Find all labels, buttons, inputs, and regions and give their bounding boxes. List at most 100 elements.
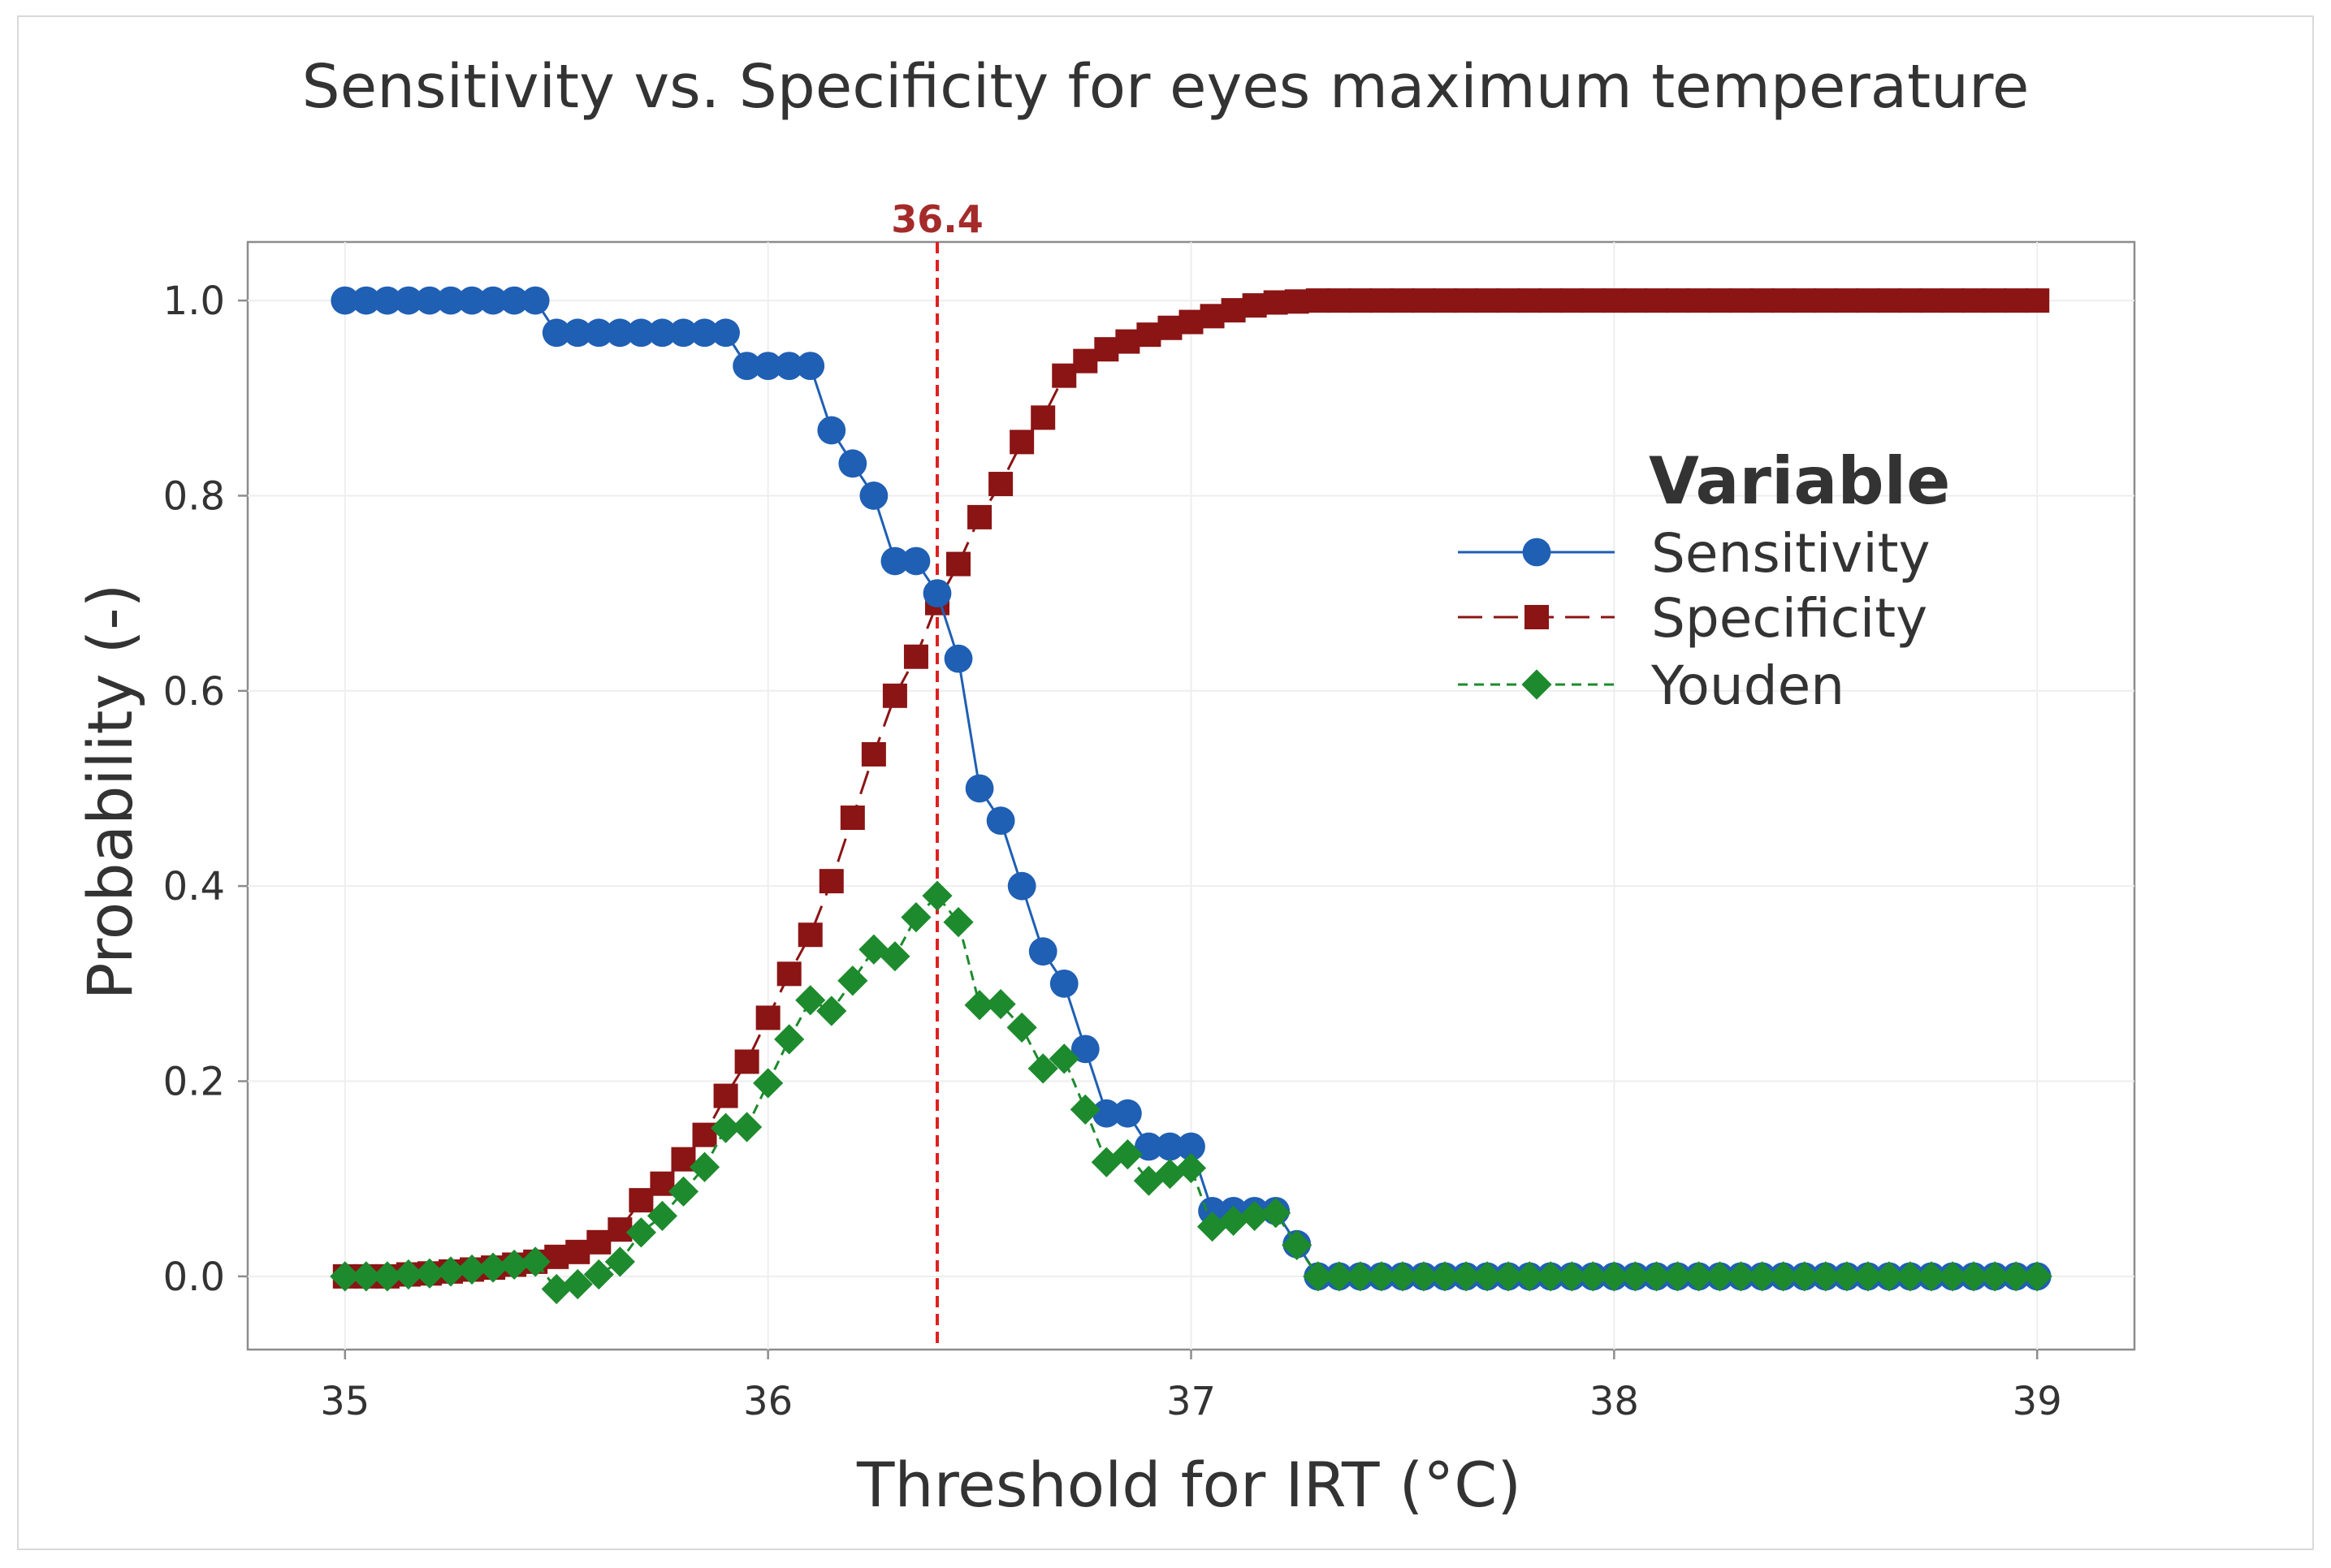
- specificity-point: [1390, 288, 1415, 313]
- specificity-point: [1305, 288, 1330, 313]
- youden-point: [943, 907, 974, 938]
- series-layer: [330, 286, 2052, 1305]
- specificity-point: [1792, 288, 1817, 313]
- youden-point: [1683, 1261, 1715, 1292]
- youden-point: [1175, 1152, 1207, 1184]
- sensitivity-point: [373, 286, 402, 315]
- youden-point: [710, 1112, 742, 1143]
- y-tick-label: 0.2: [163, 1060, 225, 1105]
- youden-point: [1387, 1261, 1418, 1292]
- youden-point: [795, 985, 826, 1016]
- specificity-point: [1813, 288, 1838, 313]
- x-axis-label: Threshold for IRT (°C): [856, 1449, 1521, 1521]
- specificity-point: [1749, 288, 1775, 313]
- specificity-point: [1411, 288, 1436, 313]
- specificity-point: [1686, 288, 1711, 313]
- youden-point: [1366, 1261, 1397, 1292]
- specificity-point: [1094, 337, 1119, 362]
- specificity-point: [1983, 288, 2008, 313]
- youden-point: [1768, 1261, 1799, 1292]
- x-tick-label: 35: [320, 1379, 370, 1424]
- specificity-point: [1644, 288, 1669, 313]
- youden-point: [1895, 1261, 1926, 1292]
- sensitivity-point: [1049, 969, 1079, 998]
- youden-point: [1261, 1198, 1291, 1229]
- youden-point: [562, 1268, 593, 1300]
- youden-point: [1726, 1261, 1757, 1292]
- sensitivity-point: [965, 774, 994, 803]
- youden-point: [1154, 1159, 1186, 1190]
- specificity-point: [713, 1083, 738, 1108]
- specificity-point: [1918, 288, 1944, 313]
- sensitivity-point: [352, 286, 381, 315]
- youden-point: [604, 1246, 635, 1277]
- specificity-point: [1115, 329, 1140, 354]
- sensitivity-point: [902, 546, 931, 576]
- youden-point: [372, 1261, 403, 1292]
- youden-point: [1133, 1165, 1165, 1196]
- youden-point: [1916, 1261, 1947, 1292]
- specificity-point: [1326, 288, 1351, 313]
- sensitivity-point: [838, 449, 867, 478]
- x-axis-ticks: 35 36 37 38 39: [320, 1350, 2062, 1424]
- youden-point: [625, 1217, 656, 1248]
- youden-point: [922, 880, 953, 911]
- sensitivity-point: [500, 286, 529, 315]
- y-tick-label: 1.0: [163, 279, 225, 324]
- specificity-point: [2004, 288, 2029, 313]
- specificity-point: [1771, 288, 1796, 313]
- sensitivity-point: [817, 416, 846, 445]
- sensitivity-point: [880, 546, 910, 576]
- youden-point: [1027, 1053, 1058, 1084]
- youden-point: [1979, 1261, 2010, 1292]
- youden-point: [1303, 1261, 1334, 1292]
- legend-item-specificity: Specificity: [1458, 587, 1927, 650]
- youden-point: [901, 902, 932, 933]
- specificity-point: [1073, 348, 1098, 374]
- sensitivity-point: [521, 286, 550, 315]
- youden-point: [1112, 1139, 1143, 1170]
- sensitivity-point: [775, 352, 804, 381]
- youden-point: [435, 1256, 466, 1287]
- sensitivity-point: [331, 286, 360, 315]
- youden-point: [1641, 1261, 1672, 1292]
- youden-point: [583, 1259, 614, 1290]
- youden-point: [816, 996, 847, 1026]
- plot-area: 0.0 0.2 0.4 0.6 0.8 1.0 35 36 37 38 39 36.4: [163, 197, 2136, 1424]
- specificity-point: [1010, 430, 1035, 455]
- youden-point: [1577, 1261, 1608, 1292]
- sensitivity-point: [584, 318, 613, 348]
- sensitivity-point: [754, 352, 783, 381]
- youden-point: [1217, 1205, 1249, 1236]
- specificity-point: [882, 683, 907, 708]
- x-tick-label: 37: [1166, 1379, 1216, 1424]
- specificity-point: [1623, 288, 1648, 313]
- specificity-point: [1136, 322, 1161, 348]
- specificity-point: [946, 551, 971, 577]
- legend-marker-sensitivity: [1522, 538, 1551, 567]
- sensitivity-point: [394, 286, 423, 315]
- specificity-point: [1876, 288, 1901, 313]
- youden-point: [1620, 1261, 1650, 1292]
- youden-point: [985, 988, 1016, 1020]
- youden-point: [647, 1200, 678, 1231]
- youden-point: [1853, 1261, 1883, 1292]
- sensitivity-point: [648, 318, 677, 348]
- legend-label-sensitivity: Sensitivity: [1651, 522, 1931, 585]
- specificity-point: [1347, 288, 1373, 313]
- y-tick-label: 0.4: [163, 864, 225, 909]
- youden-point: [837, 965, 868, 996]
- sensitivity-point: [626, 318, 655, 348]
- specificity-point: [1433, 288, 1458, 313]
- youden-point: [1408, 1261, 1439, 1292]
- youden-point: [478, 1252, 508, 1283]
- y-axis-ticks: 0.0 0.2 0.4 0.6 0.8 1.0: [163, 279, 248, 1300]
- specificity-point: [1602, 288, 1627, 313]
- sensitivity-point: [415, 286, 444, 315]
- youden-point: [330, 1261, 361, 1292]
- specificity-point: [1855, 288, 1880, 313]
- sensitivity-point: [1007, 871, 1036, 901]
- specificity-point: [1221, 298, 1246, 323]
